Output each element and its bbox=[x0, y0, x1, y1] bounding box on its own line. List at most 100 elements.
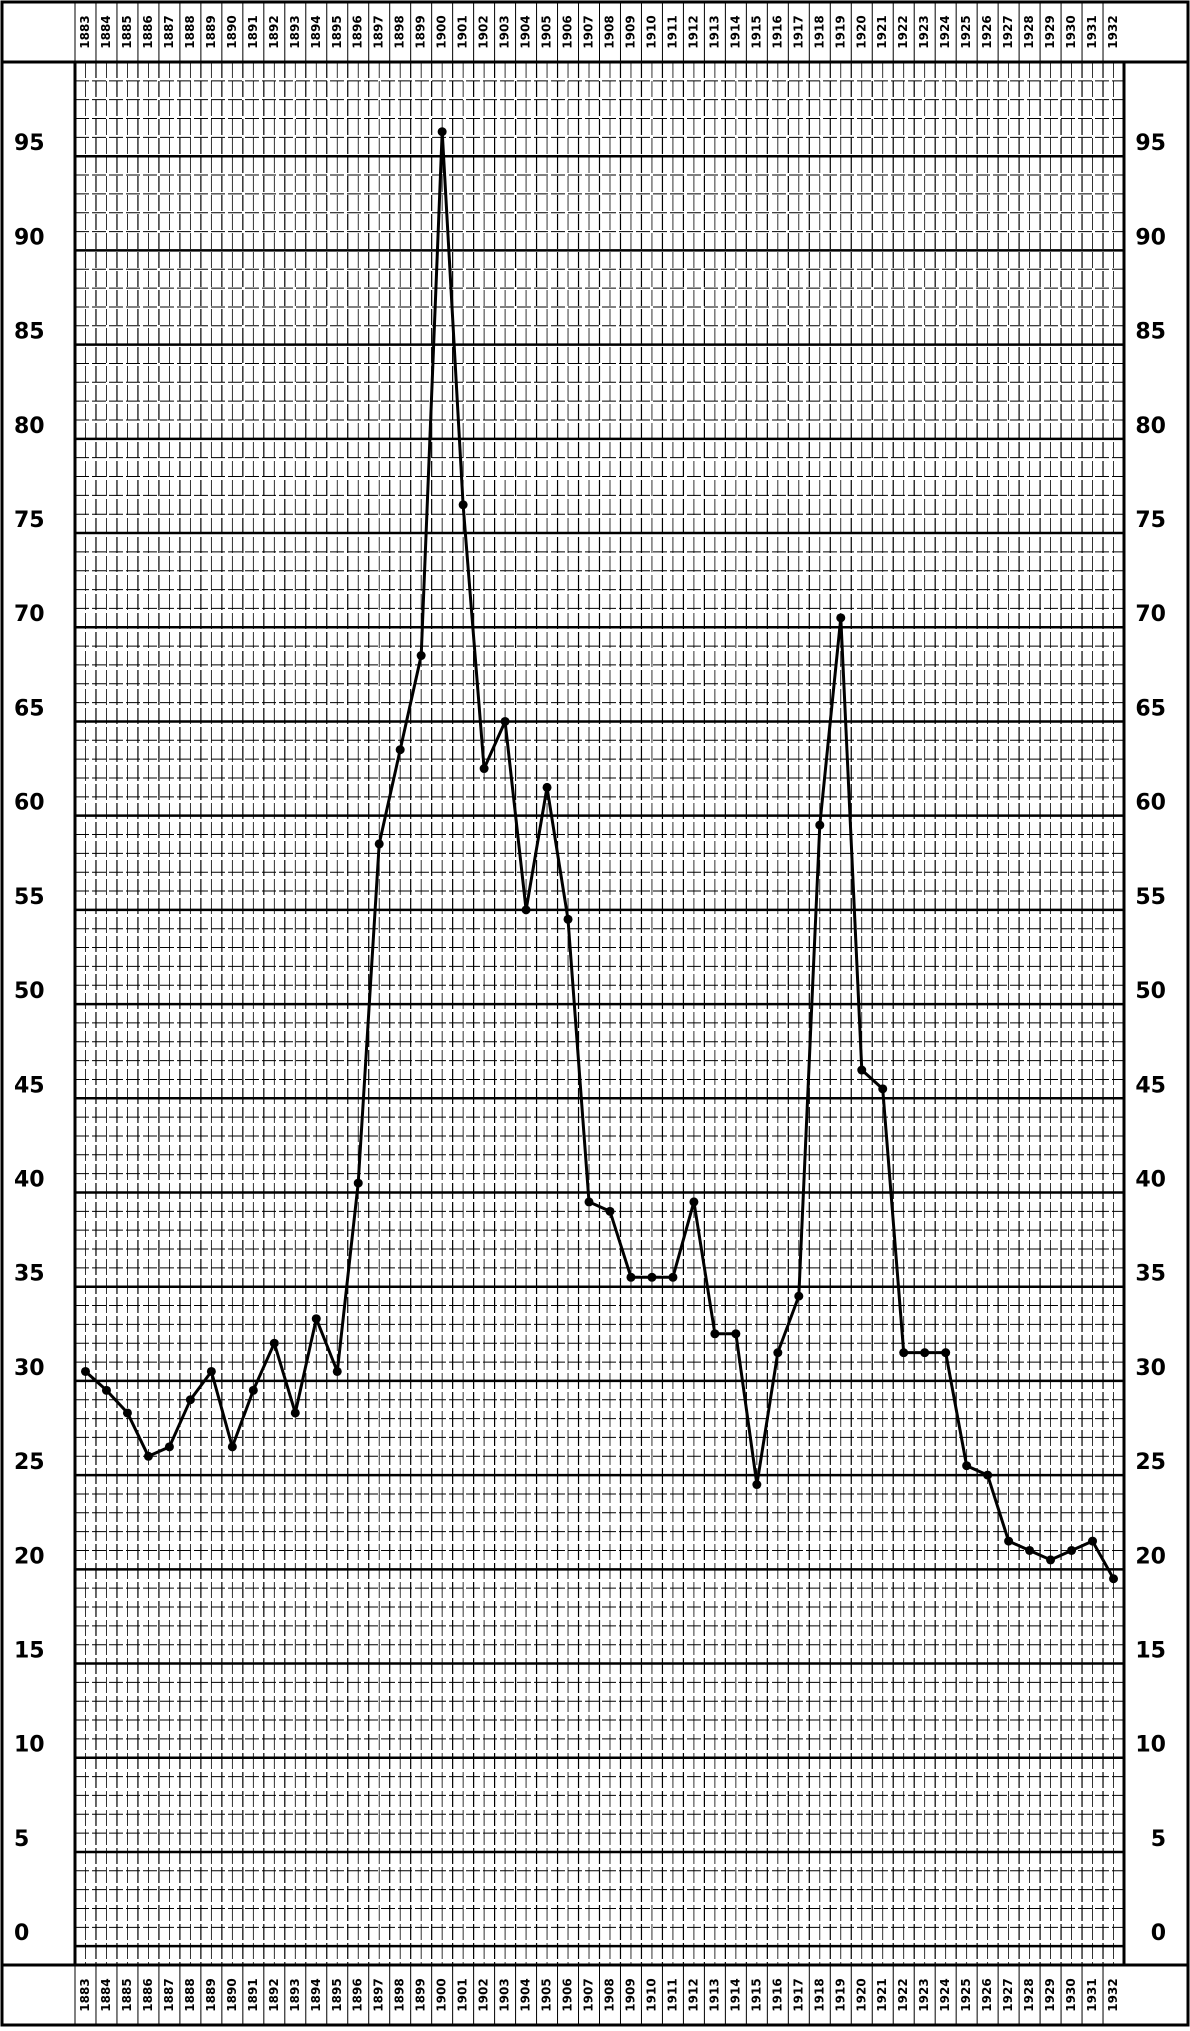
data-point bbox=[941, 1348, 951, 1358]
y-tick-label: 5 bbox=[1151, 1827, 1166, 1852]
data-point bbox=[752, 1480, 762, 1490]
x-tick-label: 1930 bbox=[1064, 15, 1078, 48]
x-tick-label: 1919 bbox=[833, 15, 847, 48]
x-tick-label: 1884 bbox=[99, 15, 113, 48]
x-tick-label: 1931 bbox=[1085, 1978, 1099, 2011]
y-tick-label: 45 bbox=[1135, 1073, 1166, 1098]
x-tick-label: 1907 bbox=[582, 1978, 596, 2011]
x-tick-label: 1891 bbox=[246, 15, 260, 48]
x-tick-label: 1927 bbox=[1001, 15, 1015, 48]
data-point bbox=[563, 914, 573, 924]
x-tick-label: 1918 bbox=[812, 15, 826, 48]
data-point bbox=[1025, 1545, 1035, 1555]
x-tick-label: 1888 bbox=[183, 15, 197, 48]
x-tick-label: 1930 bbox=[1064, 1978, 1078, 2011]
x-tick-label: 1899 bbox=[414, 1978, 428, 2011]
y-tick-label: 30 bbox=[14, 1356, 45, 1381]
data-point bbox=[290, 1408, 300, 1418]
x-tick-label: 1900 bbox=[435, 15, 449, 48]
data-point bbox=[416, 651, 426, 661]
data-point bbox=[227, 1442, 237, 1452]
x-tick-label: 1883 bbox=[78, 1978, 92, 2011]
data-point bbox=[1046, 1555, 1056, 1565]
y-tick-label: 60 bbox=[14, 791, 45, 816]
x-tick-label: 1923 bbox=[917, 1978, 931, 2011]
y-tick-label: 80 bbox=[14, 414, 45, 439]
x-tick-label: 1926 bbox=[980, 1978, 994, 2011]
x-tick-label: 1917 bbox=[791, 15, 805, 48]
x-tick-label: 1901 bbox=[456, 15, 470, 48]
data-point bbox=[605, 1206, 615, 1216]
x-tick-label: 1894 bbox=[309, 15, 323, 48]
data-point bbox=[521, 905, 531, 915]
x-tick-label: 1911 bbox=[665, 1978, 679, 2011]
x-tick-label: 1895 bbox=[330, 1978, 344, 2011]
data-point bbox=[710, 1329, 720, 1339]
data-point bbox=[542, 782, 552, 792]
data-point bbox=[920, 1348, 930, 1358]
data-point bbox=[794, 1291, 804, 1301]
x-tick-label: 1916 bbox=[770, 15, 784, 48]
data-point bbox=[374, 839, 384, 849]
data-point bbox=[731, 1329, 741, 1339]
x-tick-label: 1908 bbox=[602, 15, 616, 48]
x-tick-label: 1906 bbox=[561, 15, 575, 48]
data-point bbox=[773, 1348, 783, 1358]
x-tick-label: 1913 bbox=[707, 1978, 721, 2011]
x-tick-label: 1890 bbox=[225, 1978, 239, 2011]
x-tick-label: 1894 bbox=[309, 1978, 323, 2011]
y-tick-label: 60 bbox=[1135, 791, 1166, 816]
x-tick-label: 1901 bbox=[456, 1978, 470, 2011]
data-point bbox=[395, 745, 405, 755]
x-tick-label: 1895 bbox=[330, 15, 344, 48]
x-tick-label: 1927 bbox=[1001, 1978, 1015, 2011]
data-point bbox=[836, 613, 846, 623]
x-tick-label: 1886 bbox=[141, 15, 155, 48]
y-tick-label: 25 bbox=[1135, 1450, 1166, 1475]
x-tick-label: 1919 bbox=[833, 1978, 847, 2011]
x-tick-label: 1892 bbox=[267, 15, 281, 48]
x-tick-label: 1911 bbox=[665, 15, 679, 48]
x-tick-label: 1914 bbox=[728, 1978, 742, 2011]
y-tick-label: 35 bbox=[1135, 1262, 1166, 1287]
data-point bbox=[899, 1348, 909, 1358]
x-tick-label: 1929 bbox=[1043, 1978, 1057, 2011]
x-tick-label: 1915 bbox=[749, 1978, 763, 2011]
x-tick-label: 1923 bbox=[917, 15, 931, 48]
x-tick-label: 1902 bbox=[477, 15, 491, 48]
y-tick-label: 55 bbox=[14, 885, 45, 910]
y-tick-label: 50 bbox=[14, 979, 45, 1004]
data-point bbox=[122, 1408, 132, 1418]
y-tick-label: 40 bbox=[1135, 1167, 1166, 1192]
x-tick-label: 1917 bbox=[791, 1978, 805, 2011]
x-tick-label: 1932 bbox=[1106, 15, 1120, 48]
x-tick-label: 1888 bbox=[183, 1978, 197, 2011]
y-tick-label: 65 bbox=[1135, 696, 1166, 721]
data-point bbox=[878, 1084, 888, 1094]
x-tick-label: 1898 bbox=[393, 15, 407, 48]
x-tick-label: 1928 bbox=[1022, 1978, 1036, 2011]
x-tick-label: 1916 bbox=[770, 1978, 784, 2011]
x-tick-label: 1909 bbox=[623, 15, 637, 48]
data-point bbox=[311, 1314, 321, 1324]
x-tick-label: 1912 bbox=[686, 1978, 700, 2011]
y-tick-label: 75 bbox=[14, 508, 45, 533]
data-point bbox=[458, 500, 468, 510]
x-tick-label: 1891 bbox=[246, 1978, 260, 2011]
x-tick-label: 1897 bbox=[372, 15, 386, 48]
y-tick-label: 55 bbox=[1135, 885, 1166, 910]
x-tick-label: 1910 bbox=[644, 15, 658, 48]
x-tick-label: 1893 bbox=[288, 1978, 302, 2011]
y-tick-label: 0 bbox=[1151, 1921, 1166, 1946]
x-tick-label: 1904 bbox=[519, 15, 533, 48]
x-tick-label: 1931 bbox=[1085, 15, 1099, 48]
x-tick-label: 1900 bbox=[435, 1978, 449, 2011]
data-point bbox=[962, 1461, 972, 1471]
x-tick-label: 1896 bbox=[351, 1978, 365, 2011]
y-tick-label: 90 bbox=[1135, 225, 1166, 250]
x-tick-label: 1924 bbox=[938, 15, 952, 48]
data-point bbox=[143, 1451, 153, 1461]
